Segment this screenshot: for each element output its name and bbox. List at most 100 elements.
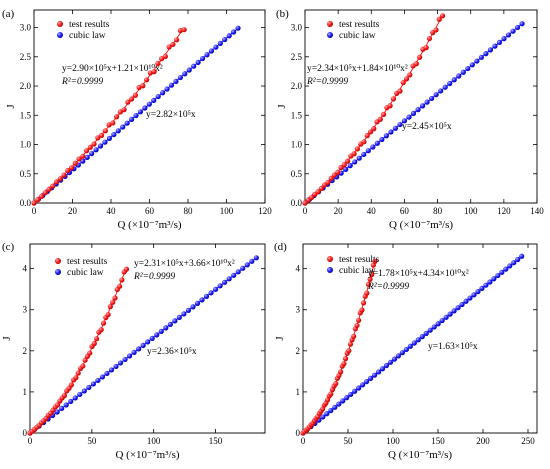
y-tick-label: 2.5 [20, 52, 32, 62]
data-point-cubic-law [93, 147, 99, 153]
chart-panel-d: 0 50 100 150 200 250 0 1 2 3 4 Q (×10⁻⁷m³/s) J (d) tes… [274, 241, 538, 461]
data-point-test-results [170, 41, 176, 48]
data-point-cubic-law [244, 262, 250, 268]
data-point-cubic-law [415, 337, 421, 343]
data-point-cubic-law [443, 314, 449, 320]
y-tick-label: 2 [296, 346, 301, 356]
data-point-cubic-law [204, 52, 210, 58]
cubic-equation: y=2.82×10⁵x [146, 110, 196, 120]
legend-marker [55, 258, 61, 264]
data-point-test-results [119, 277, 125, 283]
data-point-cubic-law [122, 356, 128, 363]
data-point-cubic-law [356, 155, 362, 161]
chart-panel-b: 0 20 40 60 80 100 120 140 0.0 0.5 1.0 1.5 2.0 2.5 3.0 Q… [276, 8, 544, 231]
data-point-cubic-law [120, 124, 126, 130]
r-squared: R²=0.9999 [61, 77, 103, 87]
legend-label: test results [339, 255, 380, 265]
data-point-cubic-law [467, 295, 473, 301]
data-point-cubic-law [465, 65, 471, 72]
data-point-cubic-law [347, 163, 353, 169]
data-point-test-results [364, 133, 370, 139]
data-point-cubic-law [447, 311, 453, 317]
data-point-cubic-law [395, 353, 402, 359]
data-point-test-results [140, 83, 146, 89]
x-tick-label: 100 [464, 206, 478, 216]
data-point-cubic-law [367, 375, 374, 381]
data-point-cubic-law [106, 135, 113, 141]
series-line-test-results [302, 260, 376, 434]
data-point-cubic-law [491, 276, 497, 282]
data-point-cubic-law [90, 381, 96, 387]
data-point-cubic-law [111, 131, 117, 138]
y-tick-label: 0.0 [291, 198, 303, 208]
data-point-test-results [110, 120, 116, 126]
y-tick-label: 0.5 [291, 169, 303, 179]
legend-marker [327, 256, 333, 262]
data-point-cubic-law [63, 402, 69, 408]
data-point-test-results [325, 179, 331, 186]
data-point-cubic-law [435, 321, 441, 327]
data-point-test-results [125, 99, 131, 105]
legend-marker [57, 21, 63, 27]
data-point-cubic-law [478, 54, 484, 60]
data-point-cubic-law [80, 158, 86, 164]
data-point-test-results [100, 320, 107, 326]
data-point-test-results [351, 151, 357, 157]
data-point-test-results [351, 333, 357, 339]
data-point-cubic-law [397, 121, 403, 128]
data-point-cubic-law [190, 304, 196, 310]
data-point-cubic-law [158, 328, 164, 334]
data-point-cubic-law [403, 346, 409, 353]
data-point-test-results [54, 402, 61, 408]
data-point-cubic-law [475, 289, 481, 295]
y-tick-label: 2.0 [20, 81, 32, 91]
x-tick-label: 120 [497, 206, 511, 216]
data-point-test-results [132, 92, 138, 98]
data-point-cubic-law [222, 36, 228, 43]
data-point-test-results [31, 200, 37, 206]
data-point-cubic-law [332, 404, 338, 410]
data-point-cubic-law [356, 385, 362, 391]
data-point-test-results [98, 132, 105, 138]
data-point-test-results [338, 369, 344, 375]
data-point-test-results [123, 266, 130, 272]
data-point-test-results [73, 375, 79, 381]
data-point-cubic-law [328, 407, 334, 414]
data-point-cubic-law [415, 107, 421, 113]
data-point-cubic-law [401, 118, 408, 124]
data-point-cubic-law [126, 353, 133, 359]
data-point-test-results [342, 356, 349, 362]
x-tick-label: 150 [431, 436, 445, 446]
data-point-cubic-law [427, 327, 433, 333]
data-point-cubic-law [519, 21, 525, 27]
data-point-cubic-law [424, 99, 430, 105]
data-point-test-results [110, 299, 116, 305]
data-point-test-results [181, 27, 187, 33]
data-point-test-results [407, 72, 413, 78]
data-point-cubic-law [379, 136, 385, 143]
data-point-cubic-law [137, 109, 144, 115]
data-point-cubic-law [479, 285, 485, 292]
data-point-cubic-law [68, 398, 74, 405]
data-point-test-results [335, 169, 341, 175]
x-tick-label: 20 [68, 206, 78, 216]
data-point-cubic-law [213, 286, 219, 292]
data-point-test-results [80, 153, 86, 159]
data-point-test-results [397, 88, 403, 94]
data-point-cubic-law [177, 74, 183, 81]
data-point-cubic-law [154, 332, 160, 338]
data-point-cubic-law [439, 317, 445, 324]
data-point-cubic-law [391, 356, 398, 362]
y-tick-label: 1.0 [20, 140, 32, 150]
x-tick-label: 250 [521, 436, 535, 446]
legend-label: test results [69, 20, 110, 30]
data-point-test-results [113, 114, 120, 120]
data-point-cubic-law [483, 282, 489, 288]
data-point-cubic-law [226, 276, 232, 282]
data-point-test-results [155, 60, 161, 67]
x-tick-label: 60 [400, 206, 410, 216]
data-point-cubic-law [505, 32, 512, 38]
panel-label: (c) [2, 241, 15, 253]
data-point-test-results [98, 327, 104, 333]
data-point-cubic-law [474, 58, 480, 64]
